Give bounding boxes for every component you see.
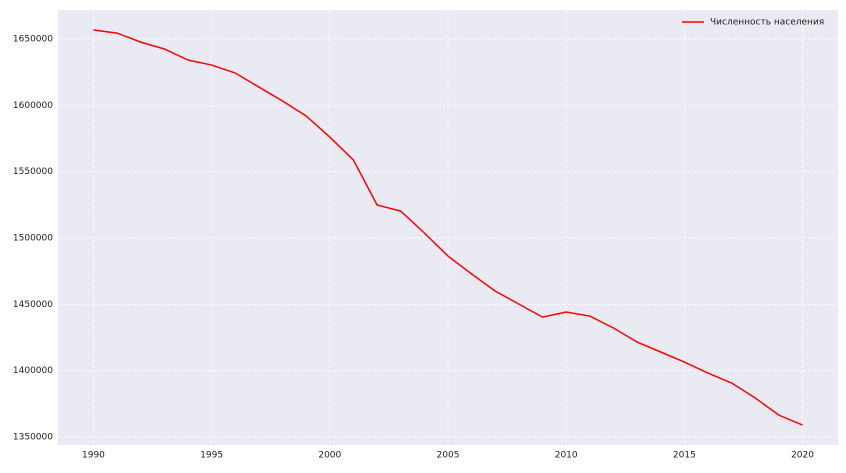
y-tick-label: 1400000 bbox=[13, 366, 53, 376]
y-tick-label: 1650000 bbox=[13, 35, 53, 45]
y-tick-label: 1550000 bbox=[13, 167, 53, 177]
y-tick-label: 1500000 bbox=[13, 234, 53, 244]
x-tick-label: 2020 bbox=[791, 451, 814, 461]
y-tick-label: 1450000 bbox=[13, 300, 53, 310]
y-tick-label: 1600000 bbox=[13, 101, 53, 111]
x-tick-label: 2015 bbox=[673, 451, 696, 461]
x-tick-label: 2010 bbox=[555, 451, 578, 461]
x-tick-label: 1995 bbox=[200, 451, 223, 461]
data-line bbox=[93, 29, 803, 426]
legend-label: Численность населения bbox=[710, 18, 824, 28]
x-tick-label: 2005 bbox=[437, 451, 460, 461]
y-tick-label: 1350000 bbox=[13, 433, 53, 443]
x-tick-label: 1990 bbox=[82, 451, 105, 461]
x-tick-label: 2000 bbox=[318, 451, 341, 461]
